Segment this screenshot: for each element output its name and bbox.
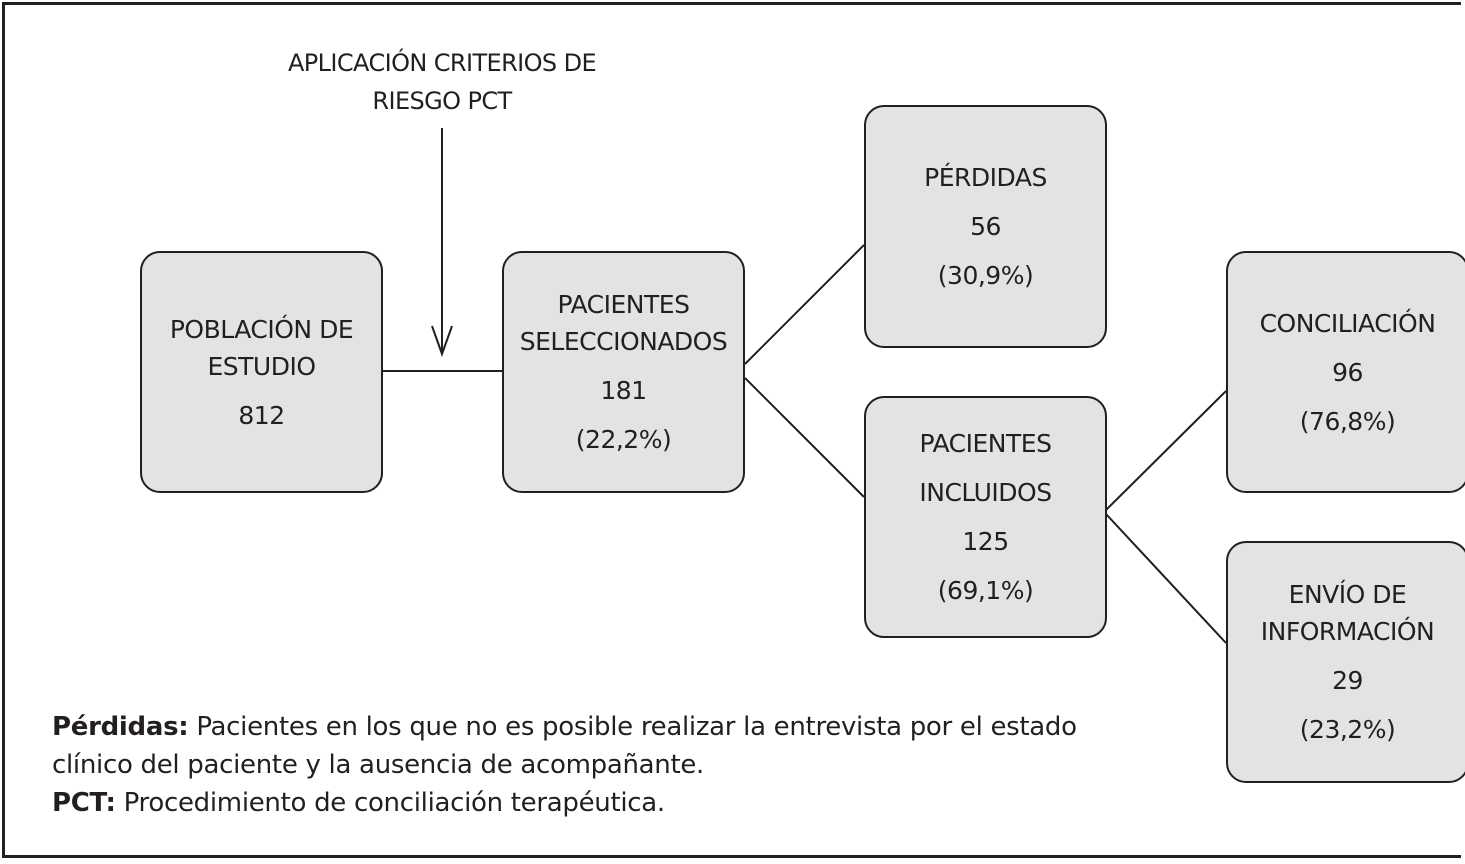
node-title-line-2: SELECCIONADOS: [519, 327, 728, 356]
footnote-term: PCT:: [52, 788, 116, 818]
criteria-label-line-2: RIESGO PCT: [372, 87, 512, 115]
node-poblacion-estudio: POBLACIÓN DE ESTUDIO 812: [140, 251, 383, 493]
link-incluidos-envio: [1105, 513, 1227, 644]
node-title-line-1: PÉRDIDAS: [924, 163, 1047, 192]
criteria-arrow-head: [431, 325, 453, 357]
node-count: 56: [970, 212, 1001, 241]
node-conciliacion: CONCILIACIÓN 96 (76,8%): [1226, 251, 1465, 493]
footnote-text: Procedimiento de conciliación terapéutic…: [115, 788, 666, 818]
node-title-line-1: ENVÍO DE: [1288, 580, 1407, 609]
node-title-line-2: INCLUIDOS: [919, 478, 1052, 507]
node-count: 96: [1332, 357, 1363, 387]
node-perdidas: PÉRDIDAS 56 (30,9%): [864, 105, 1107, 348]
node-title-line-2: INFORMACIÓN: [1260, 617, 1435, 646]
node-title-line-1: PACIENTES: [557, 290, 690, 319]
node-title-line-1: POBLACIÓN DE: [169, 314, 354, 344]
link-seleccionados-perdidas: [744, 244, 865, 365]
node-percent: (22,2%): [575, 425, 672, 454]
node-count: 812: [238, 400, 285, 430]
node-count: 181: [600, 376, 647, 405]
node-count: 29: [1332, 666, 1363, 695]
footnote-perdidas: Pérdidas: Pacientes en los que no es pos…: [52, 708, 1152, 784]
footnote-term: Pérdidas:: [52, 712, 189, 742]
footnote-text: Pacientes en los que no es posible reali…: [52, 712, 1077, 780]
node-count: 125: [962, 527, 1009, 556]
criteria-label: APLICACIÓN CRITERIOS DE RIESGO PCT: [232, 44, 652, 120]
link-incluidos-conciliacion: [1105, 390, 1227, 511]
node-pacientes-seleccionados: PACIENTES SELECCIONADOS 181 (22,2%): [502, 251, 745, 493]
node-title-line-1: CONCILIACIÓN: [1259, 308, 1436, 338]
node-pacientes-incluidos: PACIENTES INCLUIDOS 125 (69,1%): [864, 396, 1107, 638]
footnote-pct: PCT: Procedimiento de conciliación terap…: [52, 784, 1152, 822]
node-percent: (76,8%): [1299, 406, 1396, 436]
node-title-line-2: ESTUDIO: [207, 351, 316, 381]
node-percent: (23,2%): [1299, 715, 1396, 744]
node-percent: (69,1%): [937, 576, 1034, 605]
node-percent: (30,9%): [937, 261, 1034, 290]
footnote: Pérdidas: Pacientes en los que no es pos…: [52, 708, 1152, 822]
node-title-line-1: PACIENTES: [919, 429, 1052, 458]
criteria-label-line-1: APLICACIÓN CRITERIOS DE: [287, 49, 597, 77]
link-seleccionados-incluidos: [744, 377, 865, 498]
node-envio-informacion: ENVÍO DE INFORMACIÓN 29 (23,2%): [1226, 541, 1465, 783]
